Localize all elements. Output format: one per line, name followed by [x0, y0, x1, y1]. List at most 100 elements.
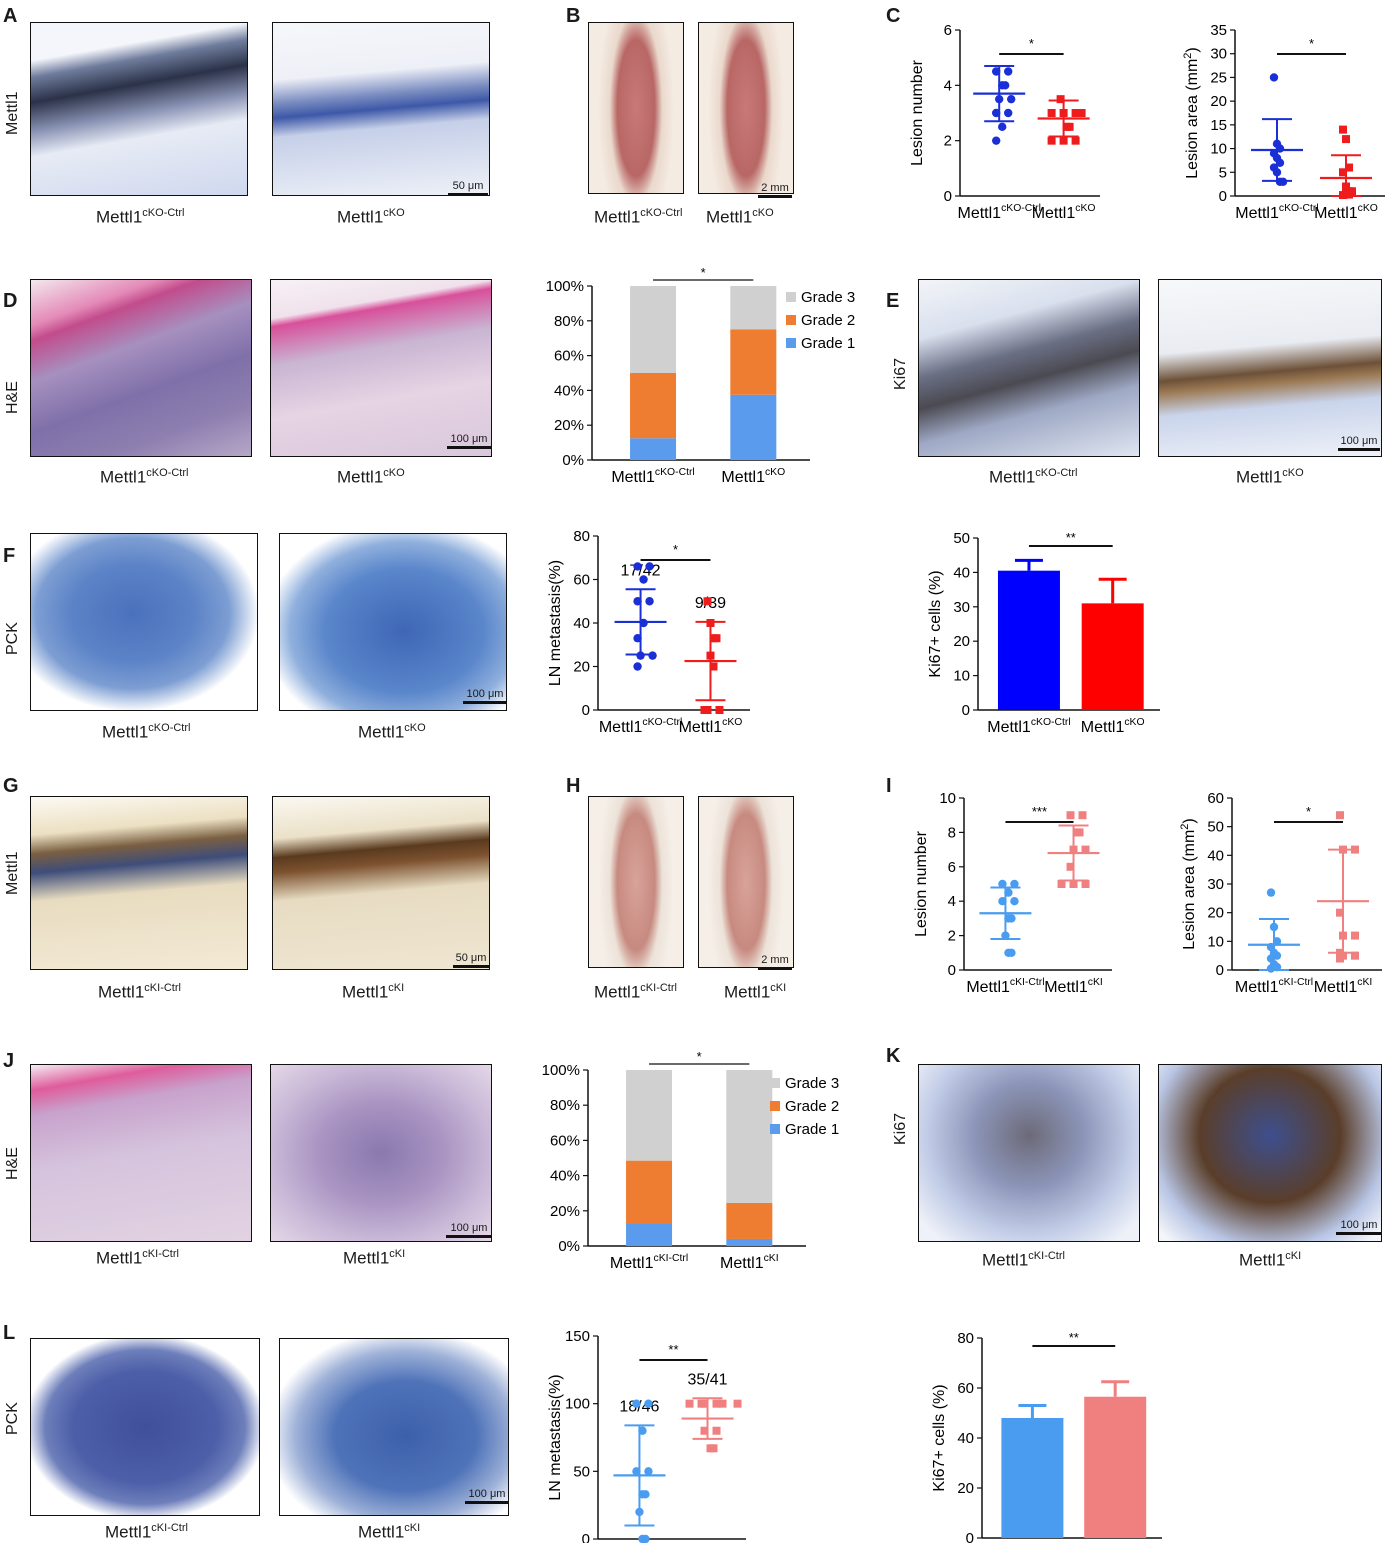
caption-d-left: Mettl1cKO-Ctrl [100, 467, 189, 487]
caption-e-left: Mettl1cKO-Ctrl [989, 467, 1078, 487]
data-point [703, 597, 712, 606]
legend-swatch [770, 1078, 780, 1088]
chart-d: 0% 20% 40% 60% 80% 100% Mettl1cKO-Ctrl Mettl1cK… [546, 265, 856, 486]
micrograph-f-right [279, 533, 507, 711]
panel-letter-l: L [3, 1322, 16, 1344]
legend-swatch [786, 292, 796, 302]
caption-e-right: Mettl1cKO [1236, 467, 1304, 487]
y-tick-label: 40% [554, 382, 584, 399]
legend-swatch [786, 315, 796, 325]
y-tick-label: 40 [1207, 847, 1224, 864]
y-tick-label: 35 [1210, 22, 1227, 39]
x-group-label: Mettl1cKI-Ctrl [966, 977, 1044, 996]
y-tick-label: 8 [948, 824, 956, 841]
data-point [700, 706, 709, 714]
data-point [1004, 108, 1013, 118]
caption-g-right: Mettl1cKI [342, 982, 405, 1002]
data-point [1066, 862, 1075, 871]
y-tick-label: 20% [550, 1203, 580, 1220]
data-point [697, 1399, 706, 1408]
data-point [712, 1399, 721, 1408]
y-tick-label: 20 [1207, 905, 1224, 922]
significance-stars: * [1306, 804, 1311, 819]
bar-grade-2 [730, 329, 777, 395]
y-tick-label: 20 [957, 1480, 974, 1497]
data-point [998, 879, 1007, 889]
legend-swatch [770, 1101, 780, 1111]
panel-letter-i: I [886, 775, 892, 797]
y-tick-label: 150 [565, 1328, 590, 1345]
caption-a-right: Mettl1cKO [337, 207, 405, 227]
bar-grade-1 [730, 394, 777, 460]
scale-bar-g: 50 μm [453, 952, 489, 968]
micrograph-a-right [272, 22, 490, 196]
panel-letter-g: G [3, 775, 19, 797]
x-group-label: Mettl1cKI-Ctrl [1235, 977, 1313, 996]
y-tick-label: 60% [550, 1132, 580, 1149]
significance-stars: * [1309, 36, 1314, 51]
data-point [644, 1467, 653, 1476]
caption-a-left: Mettl1cKO-Ctrl [96, 207, 185, 227]
data-point [1269, 73, 1279, 82]
data-point [1351, 931, 1359, 940]
group-fraction: 35/41 [687, 1371, 727, 1388]
data-point [733, 1399, 742, 1408]
data-point [709, 1444, 718, 1453]
y-tick-label: 10 [953, 668, 970, 685]
data-point [715, 706, 724, 714]
bar [1084, 1396, 1147, 1538]
y-tick-label: 80 [573, 528, 590, 545]
panel-letter-h: H [566, 775, 581, 797]
data-point [992, 136, 1001, 145]
panel-letter-j: J [3, 1050, 15, 1072]
y-tick-label: 15 [1210, 117, 1227, 134]
y-tick-label: 80% [550, 1097, 580, 1114]
y-axis-label: LN metastasis(%) [547, 560, 564, 686]
data-point [633, 562, 642, 571]
y-tick-label: 30 [953, 599, 970, 616]
y-tick-label: 0 [582, 1531, 590, 1543]
data-point [1081, 845, 1090, 854]
micrograph-h-left [588, 796, 684, 968]
micrograph-g-right [272, 796, 490, 970]
y-tick-label: 40 [573, 615, 590, 632]
y-axis-label: Lesion area (mm2) [1179, 818, 1198, 950]
bar-grade-2 [726, 1202, 773, 1239]
caption-h-right: Mettl1cKI [724, 982, 787, 1002]
data-point [1336, 954, 1344, 963]
legend-swatch [786, 338, 796, 348]
data-point [1078, 811, 1087, 820]
x-group-label: Mettl1cKI [720, 1253, 779, 1272]
y-tick-label: 10 [939, 790, 956, 807]
data-point [636, 651, 645, 660]
caption-k-left: Mettl1cKI-Ctrl [982, 1250, 1065, 1270]
legend-label: Grade 3 [801, 289, 855, 306]
data-point [1071, 109, 1080, 117]
scale-bar-a: 50 μm [448, 180, 488, 196]
y-tick-label: 60 [573, 572, 590, 589]
y-tick-label: 6 [948, 859, 956, 876]
caption-l-right: Mettl1cKI [358, 1522, 421, 1542]
caption-j-right: Mettl1cKI [343, 1248, 406, 1268]
y-tick-label: 20 [573, 659, 590, 676]
y-tick-label: 20 [953, 633, 970, 650]
micrograph-a-left [30, 22, 248, 196]
data-point [1351, 951, 1359, 960]
chart-i2: 0 10 20 30 40 50 60 Lesion area (mm2) Mettl1cKI-… [1179, 790, 1382, 996]
micrograph-l-left [30, 1338, 260, 1516]
significance-stars: * [697, 1049, 702, 1064]
data-point [648, 651, 657, 660]
bar-grade-3 [626, 1070, 673, 1161]
chart-f2: 0 10 20 30 40 50 Ki67+ cells (%) Mettl1cKO-Ctrl… [927, 530, 1160, 736]
panel-letter-b: B [566, 5, 581, 27]
y-tick-label: 50 [1207, 819, 1224, 836]
caption-g-left: Mettl1cKI-Ctrl [98, 982, 181, 1002]
data-point [1345, 190, 1353, 199]
y-axis-label: Lesion area (mm2) [1182, 47, 1201, 179]
scale-bar-f: 100 μm [463, 688, 507, 704]
caption-h-left: Mettl1cKI-Ctrl [594, 982, 677, 1002]
micrograph-e-right [1158, 279, 1382, 457]
y-tick-label: 2 [944, 133, 952, 150]
caption-l-left: Mettl1cKI-Ctrl [105, 1522, 188, 1542]
